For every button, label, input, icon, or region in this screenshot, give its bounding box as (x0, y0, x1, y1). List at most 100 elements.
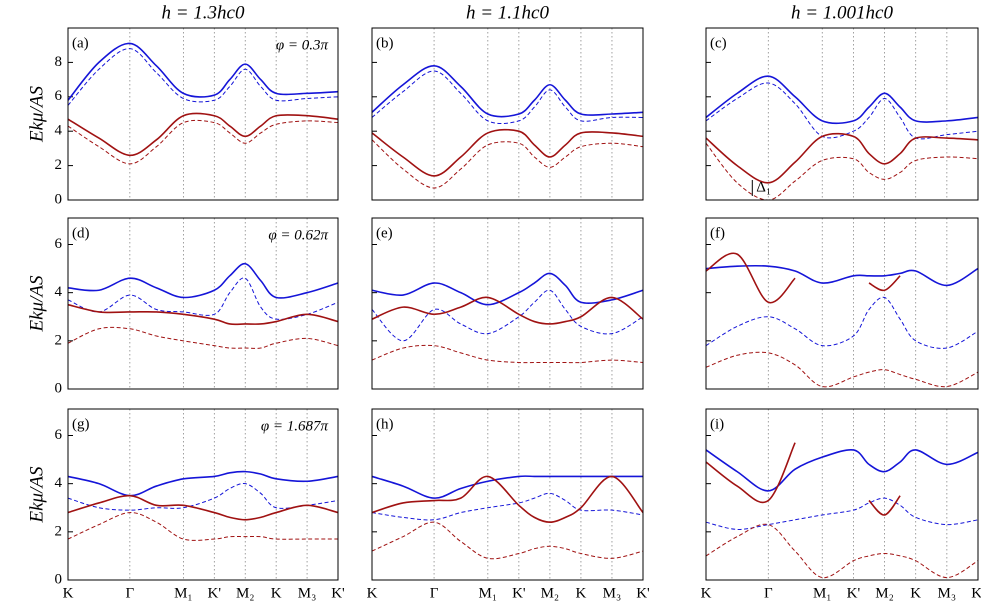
x-tick-label: M₃ (938, 585, 957, 601)
panel-label: (g) (72, 416, 90, 432)
band-line (67, 512, 338, 541)
panel-label: (e) (376, 225, 393, 241)
column-title: h = 1.001hc0 (791, 2, 894, 23)
band-line (705, 351, 979, 388)
band-line (371, 128, 644, 177)
y-tick-label: 2 (55, 157, 63, 173)
axes-frame (705, 217, 979, 390)
band-line (371, 139, 644, 189)
y-tick-label: 0 (55, 191, 63, 207)
y-tick-label: 2 (55, 332, 63, 348)
x-tick-label: M₁ (479, 585, 498, 601)
column-title: h = 1.1hc0 (466, 2, 550, 23)
axes-frame (67, 27, 339, 201)
x-tick-label: Γ (764, 585, 773, 601)
band-line (705, 442, 901, 516)
panel-label: (a) (72, 35, 89, 51)
band-line (705, 142, 979, 201)
band-line (371, 475, 643, 499)
x-tick-label: Γ (430, 585, 439, 601)
band-line (371, 344, 644, 364)
band-line (371, 65, 644, 118)
x-tick-label: K (701, 585, 712, 601)
band-line (705, 497, 979, 530)
y-tick-label: 4 (55, 123, 63, 139)
band-line (705, 252, 901, 304)
x-tick-label: K (367, 585, 378, 601)
x-tick-label: M₃ (603, 585, 622, 601)
axes-frame (705, 408, 979, 581)
y-tick-label: 2 (55, 523, 63, 539)
band-line (705, 264, 979, 287)
y-tick-label: 4 (55, 475, 63, 491)
phi-annotation: φ = 0.62π (268, 227, 328, 243)
phi-annotation: φ = 1.687π (261, 418, 329, 434)
band-line (705, 75, 979, 125)
band-line (705, 523, 979, 579)
panel-label: (d) (72, 225, 90, 241)
axes-frame (67, 408, 339, 581)
y-tick-label: 6 (55, 236, 63, 252)
panel-label: (i) (710, 416, 724, 432)
x-tick-label: K' (208, 585, 222, 601)
x-tick-label: K (910, 585, 921, 601)
x-tick-label: K' (512, 585, 526, 601)
axes-frame (705, 27, 979, 201)
axes-frame (371, 217, 644, 390)
band-line (67, 494, 339, 521)
x-tick-label: K' (971, 585, 981, 601)
x-tick-label: M₁ (174, 585, 193, 601)
x-tick-label: M₁ (813, 585, 832, 601)
x-tick-label: K (271, 585, 282, 601)
band-line (705, 82, 979, 140)
band-line (371, 272, 644, 306)
band-line (67, 262, 339, 299)
panel-label: (f) (710, 225, 725, 241)
band-line (67, 48, 339, 106)
axes-frame (371, 408, 644, 581)
x-tick-label: M₂ (541, 585, 560, 601)
x-tick-label: M₂ (875, 585, 894, 601)
x-tick-label: K' (636, 585, 650, 601)
band-line (705, 296, 979, 349)
y-tick-label: 6 (55, 88, 63, 104)
band-line (371, 289, 644, 342)
column-title: h = 1.3hc0 (161, 2, 245, 23)
y-tick-label: 0 (55, 380, 63, 396)
panel-label: (b) (376, 35, 394, 51)
band-line (371, 492, 644, 521)
band-line (67, 303, 339, 326)
band-line (67, 483, 339, 511)
band-line (67, 119, 339, 165)
x-tick-label: K' (331, 585, 345, 601)
x-tick-label: Γ (126, 585, 135, 601)
band-line (67, 470, 339, 497)
y-tick-label: 4 (55, 284, 63, 300)
band-line (371, 475, 644, 523)
axes-frame (371, 27, 644, 201)
x-tick-label: M₂ (236, 585, 255, 601)
y-axis-label: Ekμ/AS (26, 275, 47, 332)
band-line (371, 70, 644, 125)
band-line (705, 448, 979, 492)
band-line (67, 277, 339, 320)
y-tick-label: 6 (55, 427, 63, 443)
panel-label: (c) (710, 35, 727, 51)
x-tick-label: K (576, 585, 587, 601)
band-line (67, 326, 339, 349)
band-line (67, 42, 339, 101)
panel-label: (h) (376, 416, 394, 432)
band-line (371, 521, 644, 560)
x-tick-label: K' (847, 585, 861, 601)
y-tick-label: 8 (55, 54, 63, 70)
x-tick-label: K (63, 585, 74, 601)
y-axis-label: Ekμ/AS (26, 86, 47, 143)
y-tick-label: 0 (55, 571, 63, 587)
band-line (371, 296, 644, 325)
y-axis-label: Ekμ/AS (26, 466, 47, 523)
band-line (705, 132, 979, 184)
gap-label: Δ₁ (756, 179, 771, 195)
band-line (67, 112, 339, 157)
phi-annotation: φ = 0.3π (276, 37, 329, 53)
